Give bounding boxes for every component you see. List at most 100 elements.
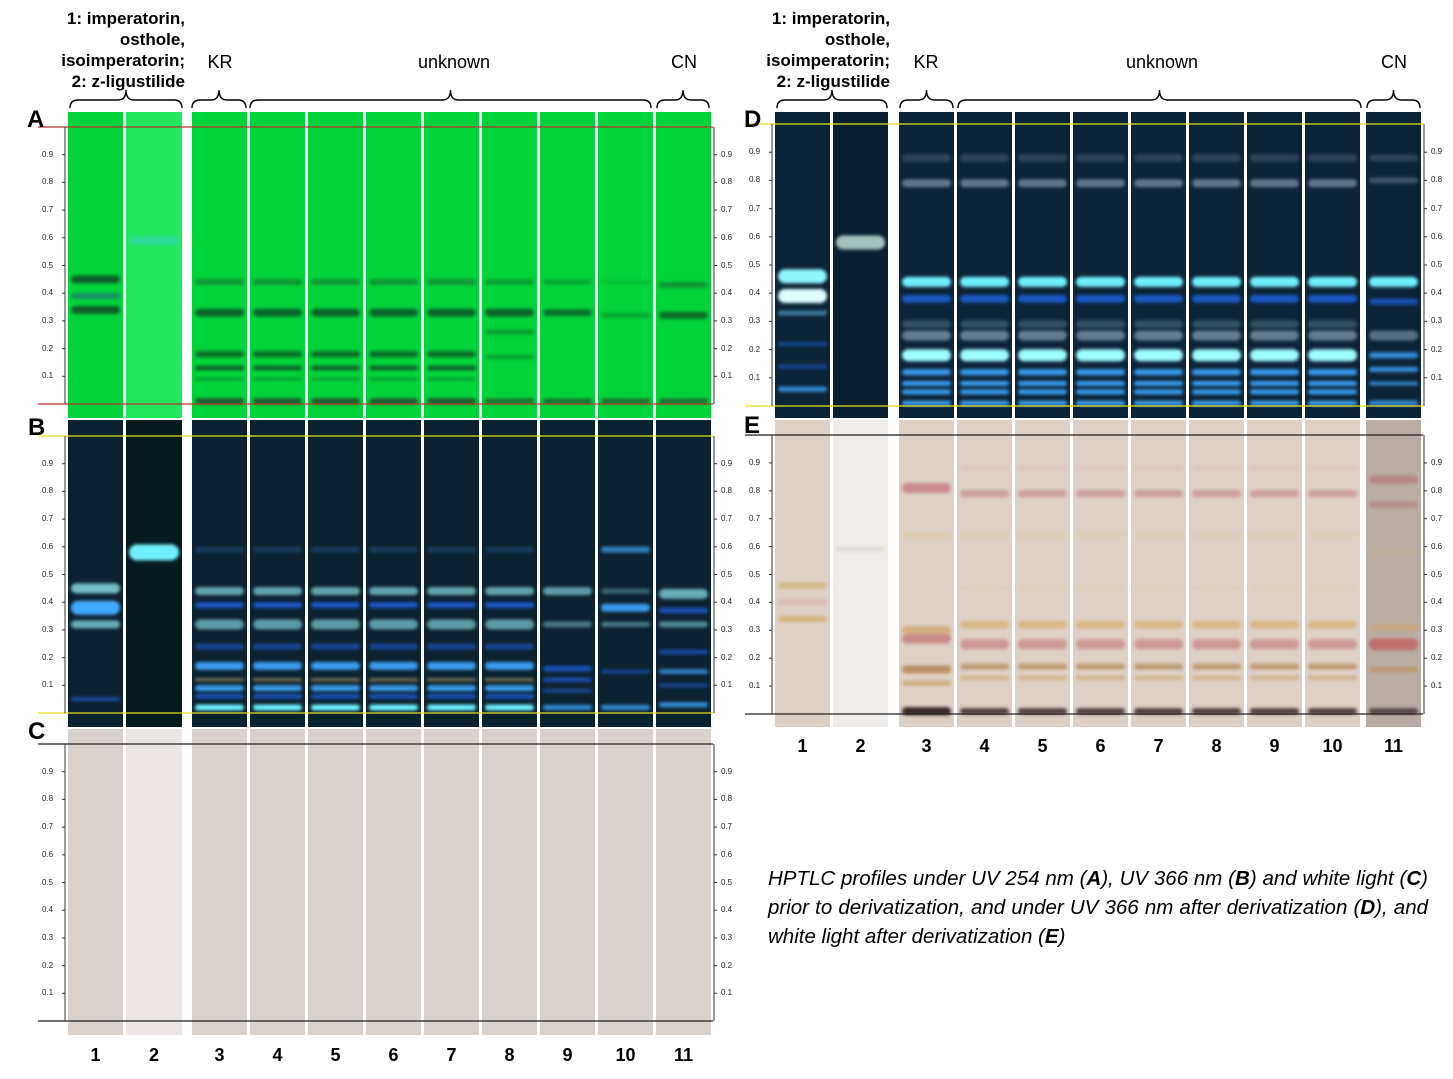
rf-tick-label: 0.7 (42, 205, 54, 215)
chromatogram-band (195, 398, 244, 405)
lane-separator (830, 112, 833, 418)
rf-tick-label: 0.3 (42, 624, 54, 634)
plate-label-c: C (28, 718, 46, 745)
caption-text: ) prior to derivatization, and under UV … (768, 867, 1428, 919)
lane-number: 3 (214, 1045, 225, 1065)
lane-separator (479, 729, 482, 1035)
chromatogram-band (427, 643, 476, 650)
caption-text: ) and white light ( (1249, 867, 1407, 890)
lane-separator (182, 112, 192, 418)
chromatogram-band (253, 643, 302, 650)
chromatogram-band (311, 587, 360, 596)
rf-tick-label: 0.1 (1431, 681, 1443, 691)
chromatogram-band (960, 490, 1009, 498)
chromatogram-band (778, 310, 827, 316)
chromatogram-band (1076, 465, 1125, 472)
chromatogram-band (1076, 380, 1125, 386)
reference-legend-right: 1: imperatorin, osthole, isoimperatorin;… (712, 8, 890, 92)
rf-tick-label: 0.2 (721, 960, 733, 970)
rf-tick-label: 0.8 (42, 486, 54, 496)
lane-separator (1244, 112, 1247, 418)
chromatogram-band (1369, 276, 1418, 287)
chromatogram-band (1369, 154, 1418, 161)
chromatogram-band (129, 544, 179, 561)
chromatogram-band (427, 704, 476, 711)
chromatogram-band (1192, 380, 1241, 386)
rf-tick-label: 0.4 (721, 905, 733, 915)
chromatogram-band (1250, 276, 1299, 287)
rf-tick-label: 0.4 (1431, 288, 1443, 298)
chromatogram-band (1308, 708, 1357, 715)
chromatogram-band (195, 546, 244, 553)
group-label-cn: CN (671, 52, 697, 72)
chromatogram-band (543, 587, 592, 596)
chromatogram-band (311, 678, 360, 682)
lane-separator (1186, 420, 1189, 727)
plate-label-d: D (744, 106, 762, 133)
rf-tick-label: 0.3 (721, 624, 733, 634)
chromatogram-band (485, 587, 534, 596)
chromatogram-band (1192, 369, 1241, 376)
chromatogram-band (1308, 389, 1357, 395)
chromatogram-band (1192, 389, 1241, 395)
chromatogram-band (311, 643, 360, 650)
chromatogram-band (369, 601, 418, 608)
chromatogram-band (1018, 276, 1067, 287)
lane-separator (1302, 420, 1305, 727)
chromatogram-band (195, 587, 244, 596)
chromatogram-band (485, 354, 534, 359)
rf-tick-label: 0.2 (42, 652, 54, 662)
chromatogram-band (1076, 349, 1125, 362)
lane-separator (653, 112, 656, 418)
chromatogram-band (1018, 153, 1067, 162)
chromatogram-band (1134, 389, 1183, 395)
lane-separator (123, 420, 126, 727)
rf-tick-label: 0.2 (1431, 344, 1443, 354)
lane-separator (653, 420, 656, 727)
chromatogram-band (485, 279, 534, 285)
rf-tick-label: 0.4 (721, 597, 733, 607)
chromatogram-band (1308, 663, 1357, 670)
chromatogram-band (253, 398, 302, 405)
rf-tick-label: 0.4 (42, 905, 54, 915)
chromatogram-band (485, 661, 534, 670)
lane-number: 3 (921, 736, 932, 756)
chromatogram-band (960, 708, 1009, 715)
rf-tick-label: 0.2 (721, 652, 733, 662)
rf-tick-label: 0.8 (1431, 175, 1443, 185)
rf-tick-label: 0.6 (721, 541, 733, 551)
chromatogram-band (902, 626, 951, 635)
chromatogram-band (902, 680, 951, 686)
chromatogram-band (960, 380, 1009, 386)
chromatogram-band (659, 649, 708, 655)
chromatogram-band (902, 483, 951, 494)
chromatogram-band (253, 619, 302, 630)
chromatogram-band (960, 369, 1009, 376)
rf-tick-label: 0.9 (721, 766, 733, 776)
chromatogram-band (1134, 380, 1183, 386)
plate-c (38, 729, 717, 1035)
chromatogram-band (195, 704, 244, 711)
chromatogram-band (1134, 663, 1183, 670)
rf-tick-label: 0.2 (1431, 653, 1443, 663)
chromatogram-band (195, 685, 244, 692)
chromatogram-band (1250, 330, 1299, 341)
chromatogram-band (1369, 352, 1418, 359)
chromatogram-band (1369, 366, 1418, 372)
group-bracket (249, 89, 652, 109)
chromatogram-band (778, 616, 827, 623)
lane-separator (1070, 112, 1073, 418)
caption-ref-a: A (1086, 867, 1102, 890)
chromatogram-band (1192, 620, 1241, 629)
chromatogram-band (253, 587, 302, 596)
chromatogram-band (1308, 349, 1357, 362)
lane-number: 6 (388, 1045, 399, 1065)
chromatogram-band (1192, 708, 1241, 715)
chromatogram-band (659, 607, 708, 614)
chromatogram-band (369, 308, 418, 317)
lane-tint (833, 112, 888, 418)
chromatogram-band (1250, 153, 1299, 162)
rf-tick-label: 0.9 (1431, 457, 1443, 467)
group-bracket (957, 89, 1362, 109)
chromatogram-band (1369, 666, 1418, 672)
